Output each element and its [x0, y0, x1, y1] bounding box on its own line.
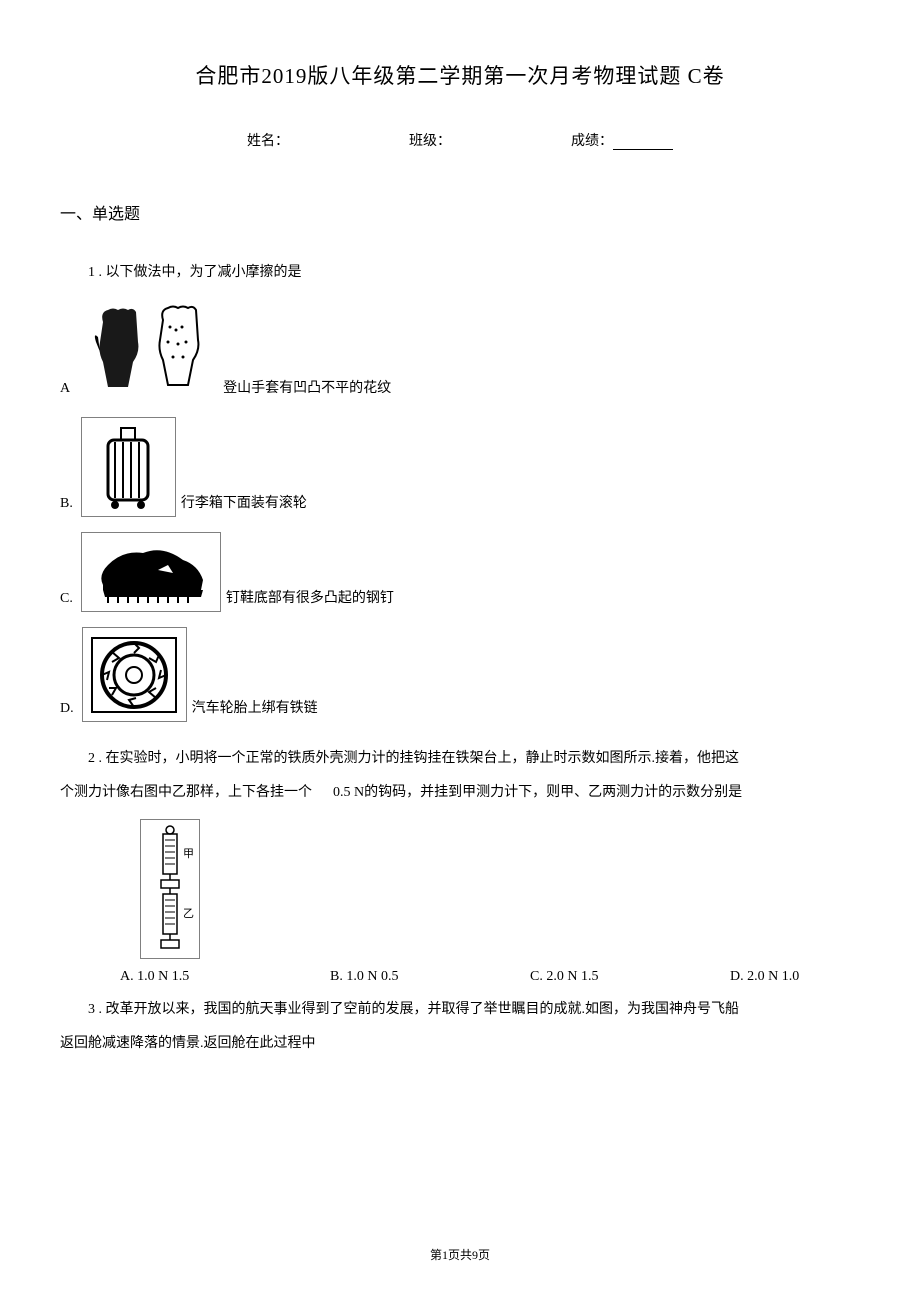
q1-option-a: A 登山手套有凹凸不平的花纹: [60, 302, 860, 402]
q1-option-b: B. 行李箱下面装有滚轮: [60, 417, 860, 517]
q2-optC: C. 2.0 N 1.5: [530, 969, 730, 985]
luggage-icon: [83, 420, 173, 515]
page-title: 合肥市2019版八年级第二学期第一次月考物理试题 C卷: [60, 60, 860, 90]
q1-optB-label: B.: [60, 496, 73, 517]
page-footer: 第1页共9页: [0, 1246, 920, 1263]
q1-optC-image: [81, 532, 221, 612]
class-label: 班级：: [409, 130, 451, 150]
svg-text:甲: 甲: [183, 848, 194, 860]
q1-option-d: D. 汽车轮胎上绑有铁链: [60, 627, 860, 722]
q2-line1: 2 . 在实验时，小明将一个正常的铁质外壳测力计的挂钩挂在铁架台上，静止时示数如…: [60, 742, 860, 776]
q1-optB-image: [81, 417, 176, 517]
gloves-icon: [78, 302, 218, 402]
score-label: 成绩：: [571, 130, 673, 150]
q1-optC-label: C.: [60, 591, 73, 612]
q1-optD-image: [82, 627, 187, 722]
q1-optA-label: A: [60, 381, 70, 402]
q2-image-container: 甲 乙: [140, 819, 860, 959]
q2-image: 甲 乙: [140, 819, 200, 959]
q2-optB: B. 1.0 N 0.5: [330, 969, 530, 985]
q2-line2: 个测力计像右图中乙那样，上下各挂一个 0.5 N的钩码，并挂到甲测力计下，则甲、…: [60, 785, 742, 800]
q3-line2: 返回舱减速降落的情景.返回舱在此过程中: [60, 1036, 316, 1051]
q2-line2-value: 0.5 N的钩码，并挂到甲测力计下，则甲、乙两测力计的示数分别是: [333, 785, 742, 800]
q1-optC-text: 钉鞋底部有很多凸起的钢钉: [226, 587, 394, 612]
score-text: 成绩：: [571, 134, 613, 149]
q1-optA-image: [78, 302, 218, 402]
svg-text:乙: 乙: [183, 907, 194, 920]
q1-option-c: C. 钉鞋底部有很多凸起的钢钉: [60, 532, 860, 612]
spring-scale-icon: 甲 乙: [143, 822, 198, 957]
shoe-icon: [83, 535, 218, 610]
name-label: 姓名：: [247, 130, 289, 150]
q1-optA-text: 登山手套有凹凸不平的花纹: [223, 377, 391, 402]
q3-line1: 3 . 改革开放以来，我国的航天事业得到了空前的发展，并取得了举世瞩目的成就.如…: [60, 993, 860, 1027]
q2-options: A. 1.0 N 1.5 B. 1.0 N 0.5 C. 2.0 N 1.5 D…: [60, 969, 860, 985]
tire-icon: [84, 630, 184, 720]
q2-line2-prefix: 个测力计像右图中乙那样，上下各挂一个: [60, 785, 312, 800]
q2-optD: D. 2.0 N 1.0: [730, 969, 799, 985]
q1-optD-text: 汽车轮胎上绑有铁链: [192, 697, 318, 722]
q1-optB-text: 行李箱下面装有滚轮: [181, 492, 307, 517]
q2-optA: A. 1.0 N 1.5: [120, 969, 330, 985]
score-blank: [613, 149, 673, 150]
q2-stem: 2 . 在实验时，小明将一个正常的铁质外壳测力计的挂钩挂在铁架台上，静止时示数如…: [60, 742, 860, 809]
q1-optD-label: D.: [60, 701, 74, 722]
section-heading: 一、单选题: [60, 200, 860, 224]
info-row: 姓名： 班级： 成绩：: [60, 130, 860, 150]
q1-stem: 1 . 以下做法中，为了减小摩擦的是: [60, 259, 860, 287]
q3-stem: 3 . 改革开放以来，我国的航天事业得到了空前的发展，并取得了举世瞩目的成就.如…: [60, 993, 860, 1060]
